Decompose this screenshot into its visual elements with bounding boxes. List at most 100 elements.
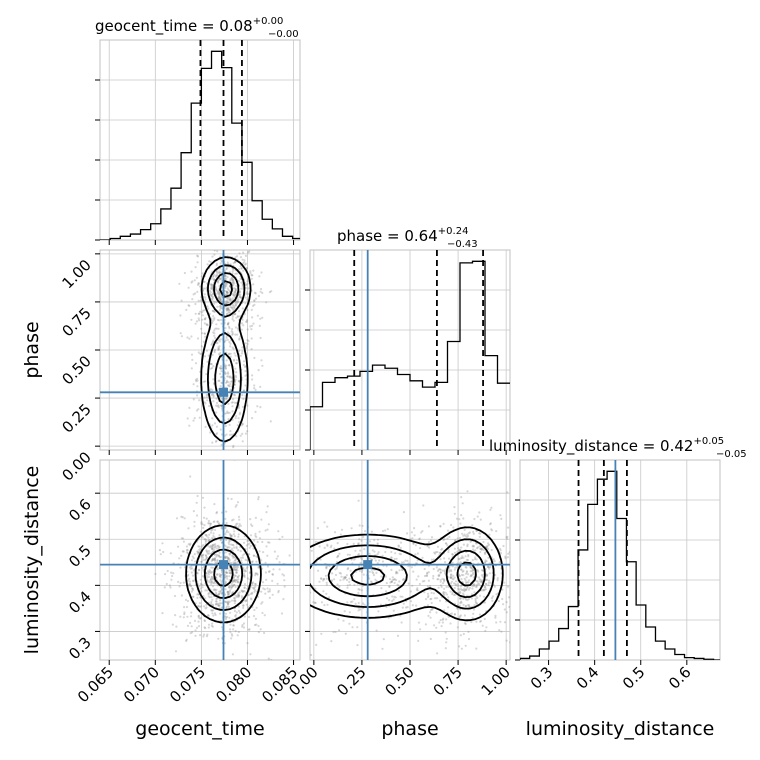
- sample-point: [258, 550, 261, 553]
- sample-point: [209, 261, 212, 264]
- sample-point: [491, 599, 494, 602]
- sample-point: [471, 584, 474, 588]
- sample-point: [465, 588, 468, 591]
- sample-point: [482, 548, 485, 552]
- sample-point: [190, 559, 194, 562]
- sample-point: [266, 528, 269, 531]
- sample-point: [237, 406, 240, 409]
- sample-point: [410, 531, 413, 534]
- sample-point: [335, 567, 338, 570]
- sample-point: [234, 585, 237, 589]
- sample-point: [344, 576, 347, 579]
- sample-point: [488, 533, 491, 536]
- sample-point: [240, 589, 243, 592]
- sample-point: [304, 578, 306, 580]
- sample-point: [248, 553, 251, 556]
- sample-point: [464, 579, 467, 582]
- sample-point: [470, 574, 473, 577]
- sample-point: [259, 290, 262, 293]
- sample-point: [444, 631, 447, 634]
- sample-point: [443, 557, 446, 560]
- sample-point: [443, 538, 446, 541]
- sample-point: [247, 606, 250, 609]
- sample-point: [349, 569, 352, 572]
- sample-point: [224, 617, 228, 621]
- sample-point: [236, 634, 239, 637]
- sample-point: [234, 289, 237, 292]
- sample-point: [200, 590, 203, 593]
- sample-point: [353, 598, 356, 601]
- sample-point: [460, 601, 463, 604]
- sample-point: [227, 558, 230, 561]
- sample-point: [218, 296, 221, 299]
- sample-point: [186, 574, 189, 578]
- sample-point: [233, 579, 236, 583]
- sample-point: [191, 358, 194, 361]
- sample-point: [458, 592, 461, 595]
- sample-point: [218, 573, 221, 576]
- sample-point: [235, 567, 238, 570]
- panel-content: [310, 250, 510, 450]
- sample-point: [249, 518, 252, 521]
- sample-point: [241, 625, 244, 628]
- sample-point: [218, 345, 221, 348]
- sample-point: [197, 312, 200, 315]
- sample-point: [357, 591, 360, 595]
- sample-point: [453, 547, 456, 550]
- sample-point: [187, 527, 190, 530]
- sample-point: [458, 588, 461, 591]
- sample-point: [474, 549, 477, 552]
- sample-point: [229, 430, 232, 433]
- sample-point: [317, 569, 320, 572]
- sample-point: [252, 554, 256, 557]
- sample-point: [231, 315, 234, 318]
- sample-point: [459, 591, 462, 594]
- sample-point: [228, 616, 231, 619]
- sample-point: [391, 578, 394, 582]
- sample-point: [462, 592, 465, 595]
- sample-point: [191, 574, 195, 577]
- sample-point: [216, 520, 219, 523]
- sample-point: [228, 586, 231, 589]
- sample-point: [399, 553, 402, 556]
- sample-point: [445, 637, 448, 640]
- sample-point: [478, 545, 481, 548]
- sample-point: [339, 579, 342, 582]
- sample-point: [342, 619, 345, 622]
- sample-point: [464, 534, 467, 538]
- sample-point: [226, 591, 229, 594]
- sample-point: [232, 358, 236, 361]
- sample-point: [358, 538, 361, 541]
- x-tick-label: 0.75: [430, 663, 466, 699]
- sample-point: [207, 626, 210, 629]
- sample-point: [447, 557, 451, 560]
- sample-point: [226, 602, 230, 605]
- sample-point: [295, 566, 297, 568]
- sample-point: [361, 524, 364, 528]
- sample-point: [397, 589, 400, 593]
- sample-point: [357, 499, 360, 502]
- sample-point: [487, 565, 490, 569]
- sample-point: [478, 532, 481, 535]
- sample-point: [475, 580, 478, 583]
- sample-point: [231, 278, 234, 282]
- sample-point: [241, 423, 244, 426]
- sample-point: [227, 531, 230, 534]
- sample-point: [230, 586, 234, 589]
- sample-point: [266, 565, 269, 568]
- sample-point: [213, 422, 217, 425]
- sample-point: [231, 584, 235, 587]
- sample-point: [215, 327, 218, 330]
- sample-point: [215, 588, 218, 591]
- sample-point: [389, 581, 392, 584]
- sample-point: [475, 529, 478, 533]
- sample-point: [208, 596, 211, 599]
- sample-point: [460, 496, 463, 499]
- sample-point: [211, 320, 214, 323]
- sample-point: [490, 506, 493, 509]
- sample-point: [343, 610, 346, 613]
- sample-point: [203, 558, 206, 562]
- sample-point: [215, 553, 218, 556]
- sample-point: [219, 305, 223, 308]
- sample-point: [479, 594, 482, 597]
